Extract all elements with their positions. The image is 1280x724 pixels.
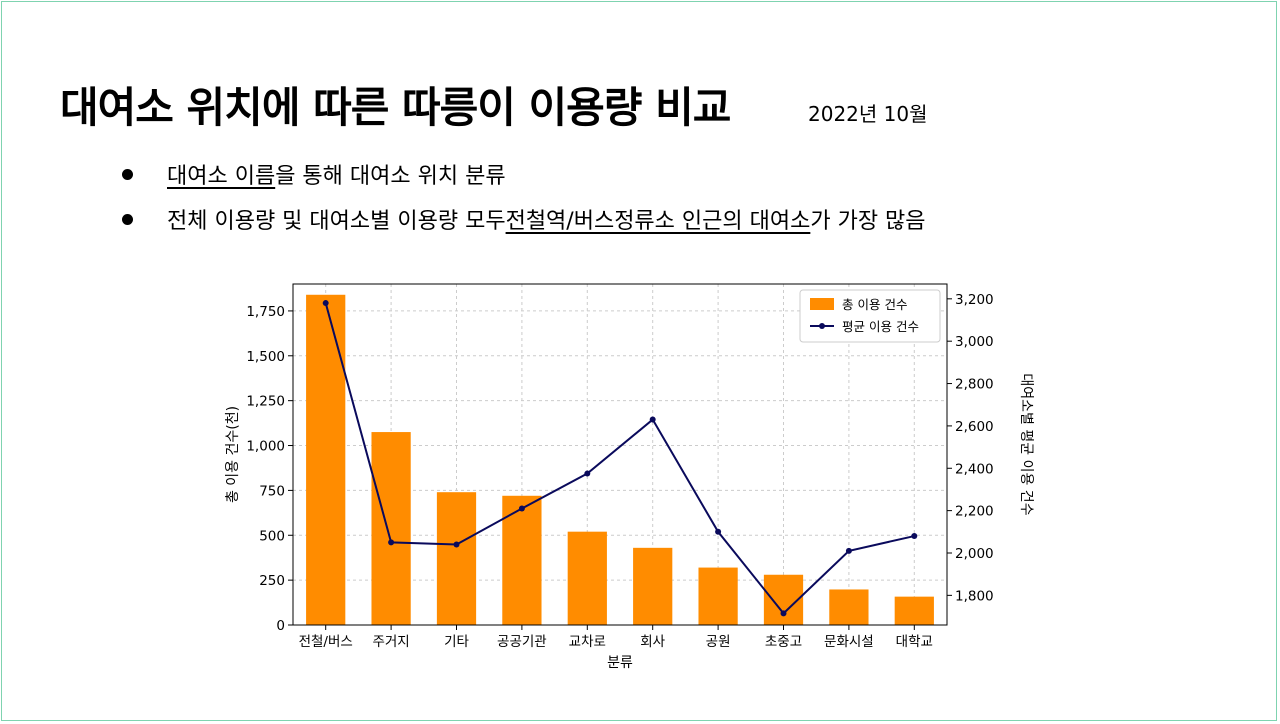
- average-line: [324, 302, 915, 615]
- line-point-10: [911, 533, 918, 540]
- y-tick-label: 750: [259, 483, 285, 499]
- bar-10: [894, 596, 934, 625]
- line-point-5: [584, 470, 591, 477]
- bullet-item-1: 대여소 이름 을 통해 대여소 위치 분류: [122, 158, 506, 190]
- x-tick-label: 교차로: [569, 634, 606, 650]
- y-tick-label: 1,500: [246, 349, 285, 365]
- bullet-2-text-post: 가 가장 많음: [810, 209, 926, 234]
- line-point-9: [845, 547, 852, 554]
- bar-3: [436, 492, 477, 625]
- bar-7: [698, 567, 738, 625]
- y2-tick-label: 2,800: [955, 377, 994, 393]
- x-tick-label: 대학교: [896, 634, 933, 650]
- bar-4: [502, 495, 542, 625]
- x-tick-label: 초중고: [765, 634, 802, 650]
- bullet-1-text: 을 통해 대여소 위치 분류: [275, 164, 506, 189]
- bullet-2-text-pre: 전체 이용량 및 대여소별 이용량 모두: [167, 209, 506, 234]
- y-tick-label: 1,250: [246, 394, 285, 410]
- y2-tick-label: 2,600: [955, 419, 994, 435]
- x-tick-label: 공공기관: [497, 634, 547, 650]
- y2-tick-label: 2,200: [955, 504, 994, 520]
- y2-tick-label: 1,800: [955, 588, 994, 604]
- legend-label-total: 총 이용 건수: [842, 297, 907, 312]
- x-tick-label: 공원: [706, 634, 731, 650]
- legend-swatch-bar: [810, 298, 834, 310]
- y-tick-label: 500: [259, 528, 285, 544]
- y-axis-label: 총 이용 건수(천): [225, 406, 241, 503]
- x-tick-label: 주거지: [372, 634, 409, 650]
- legend-swatch-marker: [819, 323, 825, 329]
- slide-title: 대여소 위치에 따른 따릉이 이용량 비교: [60, 83, 731, 132]
- y-tick-label: 1,750: [246, 304, 285, 320]
- x-tick-label: 기타: [444, 634, 469, 650]
- x-tick-label: 문화시설: [824, 634, 874, 650]
- y2-tick-label: 2,400: [955, 461, 994, 477]
- line-point-7: [715, 528, 722, 535]
- line-point-3: [453, 541, 460, 548]
- bullet-1-underlined: 대여소 이름: [167, 164, 276, 189]
- y-tick-label: 1,000: [246, 439, 285, 455]
- x-axis-label: 분류: [607, 655, 633, 671]
- bullet-dot-icon: [122, 168, 133, 180]
- legend-label-average: 평균 이용 건수: [842, 319, 919, 334]
- y-tick-label: 250: [259, 573, 285, 589]
- x-tick-label: 회사: [640, 634, 665, 650]
- line-point-6: [649, 416, 656, 423]
- line-point-1: [322, 300, 329, 307]
- line-point-8: [780, 610, 787, 617]
- bar-1: [306, 294, 346, 625]
- bar-6: [633, 547, 673, 625]
- line-point-2: [388, 539, 395, 546]
- bullet-2-underlined: 전철역/버스정류소 인근의 대여소: [505, 209, 811, 234]
- bar-9: [829, 589, 869, 625]
- combo-chart: 0 250 500 750 1,000 1,250 1,500 1,750 1,800 2,000…: [225, 283, 1034, 671]
- y2-axis-label: 대여소별 평균 이용 건수: [1018, 373, 1034, 515]
- bullet-dot-icon: [122, 213, 133, 225]
- legend-box: [799, 289, 941, 343]
- line-point-4: [518, 505, 525, 512]
- y-tick-label: 0: [276, 618, 285, 634]
- bar-2: [371, 432, 411, 625]
- y2-tick-label: 3,000: [955, 334, 994, 350]
- plot-frame: [292, 283, 948, 626]
- y2-tick-label: 2,000: [955, 546, 994, 562]
- y2-tick-label: 3,200: [955, 292, 994, 308]
- x-tick-label: 전철/버스: [299, 634, 353, 650]
- bar-5: [567, 531, 607, 625]
- bullet-item-2: 전체 이용량 및 대여소별 이용량 모두 전철역/버스정류소 인근의 대여소 가 …: [122, 203, 926, 235]
- slide-date: 2022년 10월: [808, 102, 928, 126]
